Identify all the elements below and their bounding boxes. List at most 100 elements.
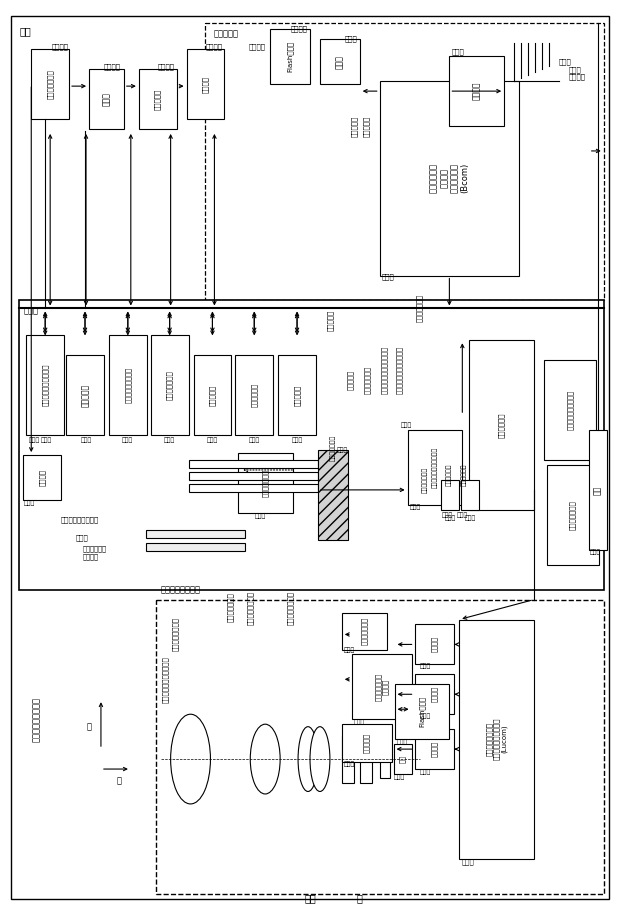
Text: ２３３フレーム: ２３３フレーム bbox=[364, 366, 371, 394]
Text: ドライバ: ドライバ bbox=[431, 741, 438, 757]
Bar bbox=[414, 729, 454, 769]
Text: ドライバ: ドライバ bbox=[431, 687, 438, 702]
Text: ボディ制御用
マイクロ
コンピュータ
(Bcom): ボディ制御用 マイクロ コンピュータ (Bcom) bbox=[429, 163, 470, 194]
Text: ２３５: ２３５ bbox=[28, 437, 40, 443]
Bar bbox=[379, 81, 519, 276]
Bar bbox=[205, 24, 604, 300]
Text: １１１: １１１ bbox=[344, 647, 355, 653]
Text: ２０７: ２０７ bbox=[207, 437, 218, 443]
Text: ＡＥホルダ: ＡＥホルダ bbox=[346, 371, 353, 390]
Text: ２０１シャッタ: ２０１シャッタ bbox=[227, 593, 234, 623]
Text: ＡＦ処理部: ＡＦ処理部 bbox=[209, 384, 216, 405]
Text: Ｙ: Ｙ bbox=[86, 723, 91, 731]
Text: ２２８: ２２８ bbox=[337, 447, 348, 453]
Ellipse shape bbox=[298, 727, 318, 792]
Text: アナログ処理部: アナログ処理部 bbox=[262, 469, 269, 497]
Bar bbox=[238, 453, 293, 513]
Bar bbox=[109, 335, 147, 436]
Text: １０６: １０６ bbox=[419, 713, 431, 719]
Text: １０１フォーカスレンズ: １０１フォーカスレンズ bbox=[162, 656, 169, 703]
Text: １１０: １１０ bbox=[344, 761, 355, 767]
Text: ２２９: ２２９ bbox=[401, 423, 412, 428]
Text: ２１９: ２１９ bbox=[590, 549, 601, 554]
Text: ２２１防振フィルタ: ２２１防振フィルタ bbox=[61, 517, 100, 523]
Text: ＬＣＤドライバ: ＬＣＤドライバ bbox=[47, 69, 53, 99]
Bar bbox=[462, 480, 479, 509]
Text: ～２１２: ～２１２ bbox=[205, 43, 223, 50]
Text: アクチュエータ制御回路: アクチュエータ制御回路 bbox=[432, 446, 438, 488]
Bar bbox=[156, 600, 604, 894]
Bar bbox=[26, 335, 64, 436]
Text: Ｘ軸シャイロ: Ｘ軸シャイロ bbox=[462, 464, 467, 487]
Bar bbox=[589, 430, 606, 550]
Text: ２２６: ２２６ bbox=[457, 512, 468, 518]
Text: １１２: １１２ bbox=[354, 719, 365, 725]
Text: 防振フィルタ制御回路: 防振フィルタ制御回路 bbox=[567, 390, 573, 430]
Text: ２０８: ２０８ bbox=[122, 437, 134, 443]
Text: ２００: ２００ bbox=[23, 307, 39, 316]
Text: カメラ本体: カメラ本体 bbox=[213, 29, 238, 38]
Text: １０２変倍レンズ: １０２変倍レンズ bbox=[287, 591, 294, 624]
Bar bbox=[151, 335, 188, 436]
Bar bbox=[89, 69, 124, 129]
Text: アクチュエータ: アクチュエータ bbox=[416, 295, 423, 322]
Text: 画像圧縮伸張制御部: 画像圧縮伸張制御部 bbox=[124, 367, 131, 404]
Bar bbox=[320, 39, 360, 84]
Bar bbox=[379, 741, 389, 778]
Text: ２２２: ２２２ bbox=[465, 515, 476, 520]
Bar bbox=[360, 736, 372, 783]
Text: Ｃ１: Ｃ１ bbox=[304, 894, 316, 904]
Bar bbox=[187, 49, 225, 119]
Text: 光学ローパス
フィルタ: 光学ローパス フィルタ bbox=[83, 546, 107, 560]
Text: ２０４: ２０４ bbox=[249, 437, 260, 443]
Text: Flashメモリ: Flashメモリ bbox=[419, 696, 425, 728]
Bar bbox=[414, 675, 454, 714]
Bar bbox=[342, 613, 387, 650]
Ellipse shape bbox=[250, 724, 280, 794]
Text: ２１６: ２１６ bbox=[345, 36, 358, 42]
Bar bbox=[66, 355, 104, 436]
Text: ～２１０: ～２１０ bbox=[104, 63, 121, 69]
Bar bbox=[318, 450, 348, 540]
Bar bbox=[139, 69, 177, 129]
Text: ストロボ発光制御回路: ストロボ発光制御回路 bbox=[42, 364, 49, 406]
Bar bbox=[270, 29, 310, 84]
Text: ２２４: ２２４ bbox=[559, 58, 572, 65]
Ellipse shape bbox=[170, 714, 210, 804]
Text: ２２３: ２２３ bbox=[76, 534, 89, 541]
Bar bbox=[342, 724, 392, 762]
Text: 絞り: 絞り bbox=[399, 755, 406, 763]
Text: 操作部: 操作部 bbox=[335, 55, 345, 68]
Text: １０カメラシステム: １０カメラシステム bbox=[32, 697, 40, 741]
Text: ～２０９: ～２０９ bbox=[52, 43, 69, 50]
Bar bbox=[235, 355, 273, 436]
Text: ＬＣＤ: ＬＣＤ bbox=[102, 92, 111, 106]
Bar bbox=[352, 655, 412, 719]
Text: ２３２: ２３２ bbox=[409, 504, 421, 509]
Text: Flashメモリ: Flashメモリ bbox=[287, 41, 294, 72]
Text: １００交換レンズ: １００交換レンズ bbox=[160, 585, 201, 594]
Bar bbox=[544, 361, 596, 460]
Bar bbox=[193, 355, 231, 436]
Text: ２０５: ２０５ bbox=[292, 437, 303, 443]
Text: １０９: １０９ bbox=[397, 740, 408, 745]
Text: シャッタ制御部: シャッタ制御部 bbox=[570, 500, 576, 530]
Text: ストロボ: ストロボ bbox=[39, 469, 45, 486]
Text: 画像処理制御部: 画像処理制御部 bbox=[166, 371, 173, 400]
Text: Ａ／Ｄ変換部: Ａ／Ｄ変換部 bbox=[251, 383, 258, 407]
Bar bbox=[469, 341, 534, 509]
Text: 位置検出センサ: 位置検出センサ bbox=[422, 467, 427, 493]
Text: １０７: １０７ bbox=[419, 770, 431, 775]
Text: Ｚ: Ｚ bbox=[116, 777, 121, 785]
Bar bbox=[449, 57, 504, 126]
Text: １０８: １０８ bbox=[462, 858, 474, 866]
Bar bbox=[547, 465, 599, 564]
Bar bbox=[188, 484, 318, 492]
Text: ２２５: ２２５ bbox=[445, 515, 456, 520]
Bar bbox=[19, 300, 604, 590]
Bar bbox=[188, 472, 318, 480]
Text: Ｙ軸シャイロ: Ｙ軸シャイロ bbox=[447, 464, 452, 487]
Bar bbox=[278, 355, 316, 436]
Text: 送受信
アンテナ: 送受信 アンテナ bbox=[569, 66, 586, 80]
Text: ２１７: ２１７ bbox=[382, 273, 394, 280]
